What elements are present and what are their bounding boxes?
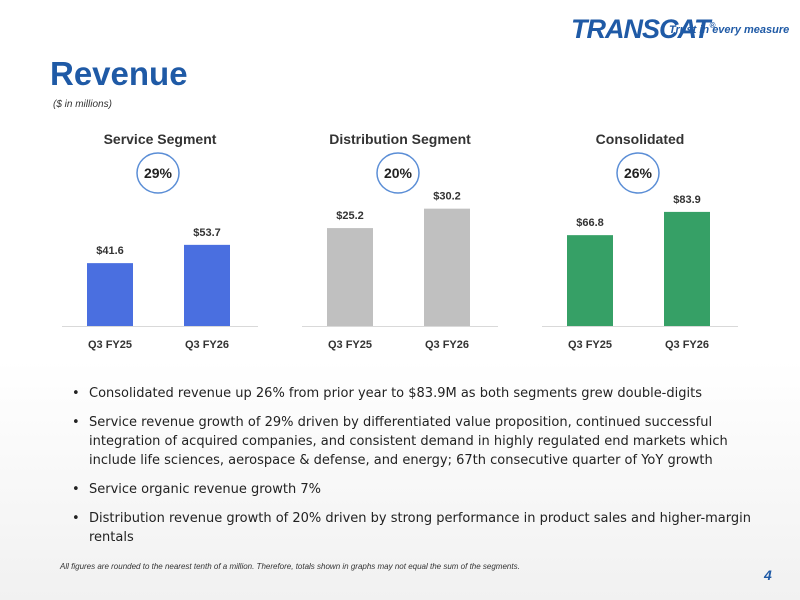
units-note: ($ in millions) — [53, 99, 112, 110]
bar — [184, 244, 230, 326]
chart-title: Service Segment — [103, 131, 217, 147]
data-label: $41.6 — [96, 245, 124, 257]
bullet-item: Distribution revenue growth of 20% drive… — [72, 509, 762, 547]
bar — [87, 263, 133, 326]
bullet-item: Service organic revenue growth 7% — [72, 480, 762, 499]
data-label: $83.9 — [673, 194, 701, 206]
bar — [327, 228, 373, 326]
bar — [424, 208, 470, 326]
bar — [664, 211, 710, 326]
growth-badge — [136, 152, 180, 194]
x-tick-label: Q3 FY25 — [568, 339, 612, 351]
bar — [567, 235, 613, 326]
bullet-list: Consolidated revenue up 26% from prior y… — [72, 384, 762, 557]
logo-registered-mark: ® — [709, 21, 715, 30]
growth-badge — [376, 152, 420, 194]
chart-plot: $25.2 Q3 FY25 $30.2 Q3 FY26 20% — [302, 152, 498, 351]
data-label: $53.7 — [193, 227, 221, 239]
x-tick-label: Q3 FY26 — [185, 339, 229, 351]
page-title: Revenue — [50, 55, 188, 92]
x-tick-label: Q3 FY26 — [665, 339, 709, 351]
data-label: $25.2 — [336, 210, 364, 222]
chart-plot: $66.8 Q3 FY25 $83.9 Q3 FY26 26% — [542, 152, 738, 351]
consolidated-chart: Consolidated $66.8 Q3 FY25 $83.9 Q3 FY26 26% — [540, 128, 740, 358]
bullet-item: Service revenue growth of 29% driven by … — [72, 413, 762, 470]
growth-percent: 26% — [624, 165, 653, 181]
logo-tagline: Trust in every measure — [669, 24, 790, 36]
distribution-segment-chart: Distribution Segment $25.2 Q3 FY25 $30.2 Q3… — [300, 128, 500, 358]
footnote: All figures are rounded to the nearest t… — [60, 562, 520, 571]
chart-title: Consolidated — [595, 131, 685, 147]
chart-plot: $41.6 Q3 FY25 $53.7 Q3 FY26 29% — [62, 152, 258, 351]
transcat-logo: TRANSCAT® Trust in every measure — [571, 14, 791, 48]
growth-percent: 29% — [144, 165, 173, 181]
logo-brand: TRANSCAT® — [571, 14, 715, 44]
page-number: 4 — [764, 567, 772, 583]
x-tick-label: Q3 FY26 — [425, 339, 469, 351]
data-label: $30.2 — [433, 191, 461, 203]
bullet-item: Consolidated revenue up 26% from prior y… — [72, 384, 762, 403]
growth-percent: 20% — [384, 165, 413, 181]
x-tick-label: Q3 FY25 — [88, 339, 132, 351]
service-segment-chart: Service Segment $41.6 Q3 FY25 $53.7 Q3 FY26… — [60, 128, 260, 358]
x-tick-label: Q3 FY25 — [328, 339, 372, 351]
data-label: $66.8 — [576, 217, 604, 229]
chart-title: Distribution Segment — [329, 131, 471, 147]
growth-badge — [616, 152, 660, 194]
